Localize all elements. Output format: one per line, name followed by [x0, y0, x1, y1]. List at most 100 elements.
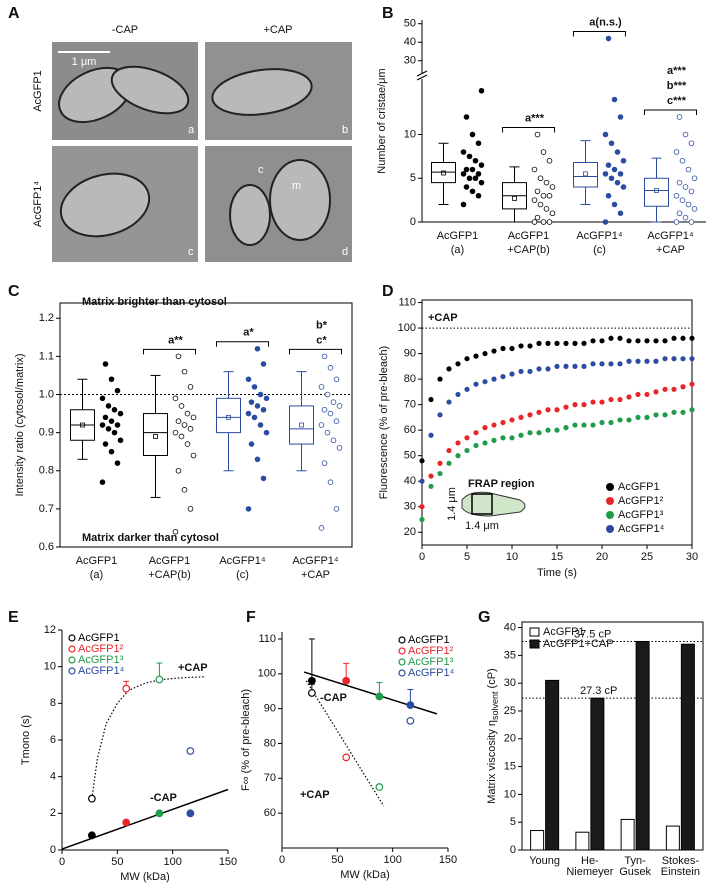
data-point [419, 516, 425, 523]
data-point [318, 384, 325, 390]
y-tick-label: 25 [504, 705, 516, 717]
y-tick-label: 60 [404, 424, 416, 436]
data-point [599, 361, 605, 367]
data-point [518, 343, 524, 349]
data-point [688, 140, 695, 147]
data-point [653, 358, 659, 364]
data-point [689, 407, 695, 413]
data-point [572, 422, 578, 428]
mean [299, 422, 304, 428]
data-point [437, 376, 443, 382]
legend-marker [606, 483, 614, 491]
legend-marker [606, 525, 614, 533]
data-point [671, 356, 677, 362]
x-tick-label: Niemeyer [566, 866, 613, 878]
x-tick-label: AcGFP1 [76, 555, 118, 567]
data-point [653, 338, 659, 344]
data-point [546, 192, 553, 199]
panel-a: A -CAP +CAP AcGFP1 AcGFP1⁴ 1 μm a b c d … [8, 5, 352, 262]
data-point [685, 166, 692, 173]
row-label: AcGFP1 [32, 70, 44, 112]
plot-frame [521, 621, 704, 851]
legend-marker [68, 634, 76, 642]
data-point [446, 460, 452, 466]
data-point [620, 157, 627, 164]
data-point [419, 504, 425, 510]
data-point [546, 219, 553, 225]
data-point [446, 399, 452, 405]
image-letter: c [188, 246, 194, 258]
y-axis-label: Matrix viscosity ηsolvent (cP) [486, 668, 500, 803]
data-point [671, 409, 677, 415]
data-point [563, 425, 569, 431]
data-point [581, 422, 587, 428]
legend-label: AcGFP1 [618, 481, 660, 493]
data-point [406, 701, 415, 710]
data-point [680, 335, 686, 341]
y-tick-label: 100 [398, 322, 416, 334]
data-point [491, 376, 497, 382]
data-point [572, 340, 578, 346]
x-tick-sublabel: (c) [593, 244, 606, 256]
legend-marker [606, 497, 614, 505]
data-point [482, 379, 488, 385]
legend-marker [398, 636, 406, 644]
data-point [599, 338, 605, 344]
panel-letter: C [8, 283, 20, 300]
data-point [102, 441, 109, 447]
data-point [307, 689, 316, 697]
x-tick-label: Young [529, 855, 560, 867]
image-letter: d [342, 246, 348, 258]
x-tick-label: 0 [279, 854, 285, 866]
significance: a*** [667, 65, 687, 77]
data-point [644, 391, 650, 398]
x-tick-label: 30 [686, 551, 698, 563]
data-point [473, 381, 479, 387]
data-point [626, 394, 632, 400]
data-point [644, 358, 650, 364]
data-point [662, 412, 668, 418]
data-point [187, 426, 194, 432]
data-point [455, 440, 461, 446]
data-point [581, 363, 587, 369]
data-point [187, 506, 194, 512]
x-tick-label: 50 [111, 856, 123, 868]
data-point [605, 162, 612, 168]
frap-box [471, 493, 493, 515]
y-axis-label-part: Matrix viscosity η [486, 720, 498, 804]
data-point [108, 448, 115, 455]
data-point [608, 335, 614, 341]
data-point [460, 149, 467, 155]
inset-label: 1.4 μm [465, 520, 499, 532]
y-tick-label: 10 [404, 128, 416, 140]
bracket [143, 348, 196, 355]
data-point [333, 376, 340, 383]
y-axis-label-unit: (cP) [486, 668, 498, 688]
data-point [626, 417, 632, 423]
data-point [617, 417, 623, 423]
data-point [181, 422, 188, 428]
data-point [581, 402, 587, 408]
data-point [617, 171, 624, 177]
data-point [617, 335, 623, 341]
y-tick-label: 1.2 [39, 312, 54, 324]
y-tick-label: 50 [404, 18, 416, 30]
data-point [117, 437, 124, 444]
bar [545, 679, 560, 851]
data-point [581, 340, 587, 346]
y-tick-label: 70 [404, 399, 416, 411]
data-point [617, 114, 624, 120]
y-axis-label: F∞ (% of pre-bleach) [240, 689, 252, 791]
data-point [611, 166, 618, 173]
legend-label: AcGFP1² [408, 645, 454, 657]
y-axis-label-sub: solvent [490, 691, 500, 720]
data-point [554, 407, 560, 413]
data-point [602, 219, 609, 225]
data-point [437, 460, 443, 466]
data-point [108, 418, 115, 424]
data-point [527, 343, 533, 349]
data-point [611, 96, 618, 103]
reference-label: 27.3 cP [580, 685, 617, 697]
legend-label: AcGFP1³ [408, 656, 454, 668]
data-point [671, 335, 677, 341]
